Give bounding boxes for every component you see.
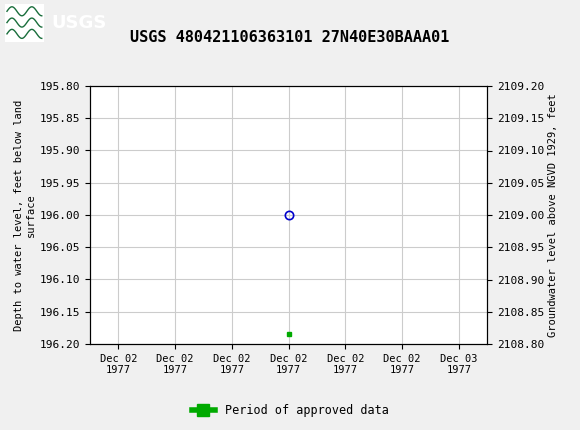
Text: USGS: USGS <box>51 14 106 31</box>
Bar <box>5 3 44 42</box>
Text: USGS 480421106363101 27N40E30BAAA01: USGS 480421106363101 27N40E30BAAA01 <box>130 30 450 45</box>
Y-axis label: Groundwater level above NGVD 1929, feet: Groundwater level above NGVD 1929, feet <box>548 93 559 337</box>
Legend: Period of approved data: Period of approved data <box>187 399 393 422</box>
Y-axis label: Depth to water level, feet below land
surface: Depth to water level, feet below land su… <box>14 99 35 331</box>
